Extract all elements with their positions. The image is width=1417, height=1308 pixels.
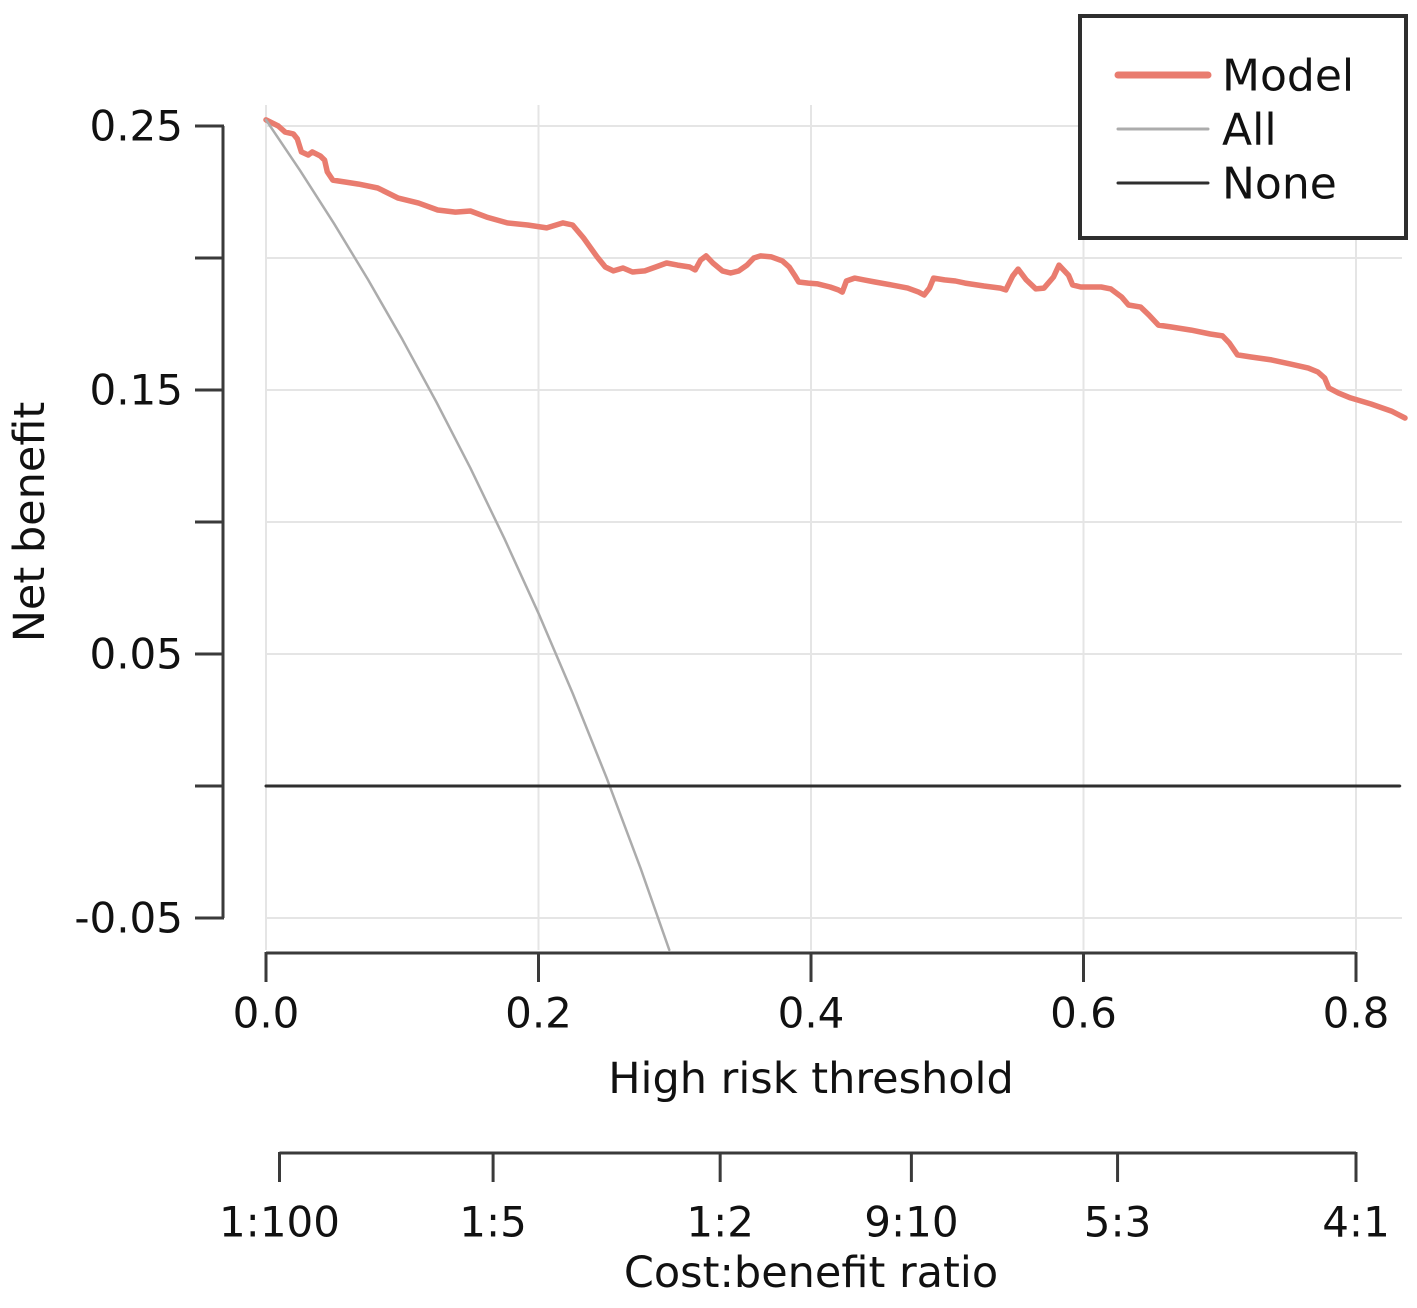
y-tick-label: -0.05 [74,894,183,943]
cost-benefit-tick-label: 9:10 [864,1198,958,1247]
x-tick-label: 0.6 [1050,989,1117,1038]
cost-benefit-axis-title: Cost:benefit ratio [624,1248,998,1298]
x-tick-label: 0.4 [778,989,845,1038]
cost-benefit-tick-label: 5:3 [1084,1198,1152,1247]
y-tick-label: 0.15 [89,366,183,415]
y-tick-label: 0.25 [89,102,183,151]
legend-box [1078,14,1408,240]
cost-benefit-tick-label: 4:1 [1322,1198,1390,1247]
cost-benefit-tick-label: 1:5 [459,1198,527,1247]
x-tick-label: 0.0 [233,989,300,1038]
legend-label-all: All [1222,104,1277,155]
x-tick-label: 0.8 [1323,989,1390,1038]
model-line [263,117,1408,421]
legend-label-none: None [1222,158,1337,209]
y-axis-title: Net benefit [5,402,55,643]
series-layer [263,117,1408,952]
all-line [264,118,671,952]
cost-benefit-tick-label: 1:2 [686,1198,754,1247]
axes-layer: 0.25 0.15 0.05 -0.05 0.0 0.2 0.4 0.6 0.8 1:100 1:5… [74,102,1389,1247]
legend-label-model: Model [1222,50,1354,101]
y-tick-label: 0.05 [89,630,183,679]
cost-benefit-tick-label: 1:100 [219,1198,340,1247]
x-axis-title: High risk threshold [608,1054,1014,1104]
x-tick-label: 0.2 [505,989,572,1038]
